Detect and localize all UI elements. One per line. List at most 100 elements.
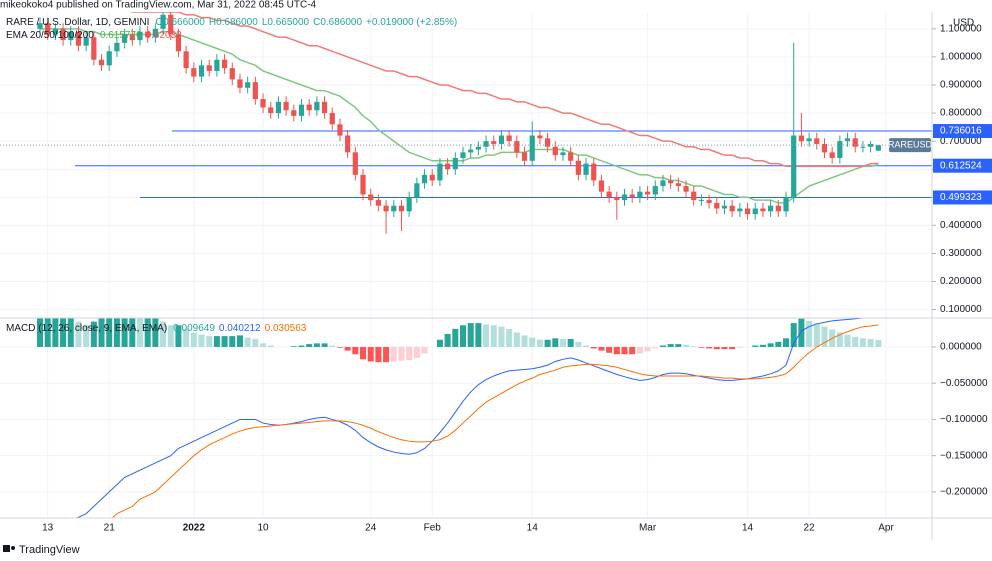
price-legend: RARE / U.S. Dollar, 1D, GEMINI O0.666000 H…	[6, 17, 457, 28]
candle-body	[375, 200, 381, 206]
histogram-bar	[298, 345, 305, 347]
candle-body	[821, 143, 828, 153]
histogram-bar	[452, 328, 459, 347]
candle-body	[514, 141, 520, 153]
candle-body	[391, 205, 397, 212]
candle-body	[652, 186, 658, 195]
histogram-bar	[790, 323, 797, 347]
candle-body	[791, 135, 797, 198]
histogram-bar	[721, 346, 728, 350]
candle-body	[675, 183, 681, 187]
candle-body	[114, 42, 120, 52]
candle-body	[552, 146, 558, 156]
macd-line	[111, 324, 879, 518]
histogram-bar	[598, 346, 605, 351]
candle-body	[429, 174, 435, 181]
symbol-title: RARE / U.S. Dollar, 1D, GEMINI	[6, 17, 149, 28]
histogram-bar	[206, 336, 213, 347]
histogram-bar	[44, 318, 51, 347]
histogram-bar	[244, 337, 251, 347]
candle-body	[221, 59, 228, 69]
histogram-bar	[552, 338, 559, 347]
macd-legend: MACD (12, 26, close, 9, EMA, EMA) 0.00964…	[6, 323, 307, 334]
histogram-bar	[736, 346, 743, 348]
histogram-bar	[629, 346, 636, 355]
candle-body	[298, 104, 305, 116]
candle-body	[629, 194, 635, 198]
candle-body	[875, 145, 881, 151]
histogram-bar	[252, 339, 259, 347]
symbol-tag-bg	[889, 138, 931, 153]
axes: 0.1000000.2000000.3000000.4000000.500000…	[42, 23, 992, 534]
candle-body	[122, 34, 128, 43]
x-tick-label: 13	[42, 523, 54, 534]
histogram-bar	[529, 337, 536, 347]
histogram-bar	[98, 318, 105, 347]
histogram-bar	[559, 339, 566, 347]
candle-body	[606, 191, 612, 198]
candle-body	[137, 31, 143, 41]
y-tick-label: −0.050000	[940, 378, 988, 389]
histogram-bar	[521, 335, 528, 347]
candle-body	[75, 31, 82, 46]
candle-body	[321, 101, 328, 114]
histogram-bar	[213, 336, 220, 347]
candle-body	[706, 200, 712, 203]
candle-body	[60, 28, 66, 41]
ema-title: EMA 20/50/100/200	[6, 30, 94, 41]
candle-body	[660, 180, 666, 187]
candle-body	[160, 14, 166, 29]
candle-body	[506, 135, 512, 142]
candle-body	[37, 23, 43, 29]
histogram-bar	[859, 338, 866, 347]
x-tick-label: Mar	[639, 523, 657, 534]
histogram-bar	[306, 344, 313, 347]
candle-body	[529, 135, 535, 161]
candle-body	[52, 28, 58, 35]
histogram-bar	[313, 343, 320, 347]
y-tick-label: −0.150000	[940, 450, 988, 461]
candle-body	[91, 37, 97, 60]
histogram-bar	[221, 336, 228, 347]
candle-body	[83, 37, 89, 46]
candle-body	[568, 152, 574, 161]
candle-body	[545, 138, 551, 147]
candle-body	[406, 197, 412, 212]
macd-title: MACD (12, 26, close, 9, EMA, EMA)	[6, 323, 167, 334]
candle-body	[414, 183, 420, 198]
high: H0.686000	[209, 17, 258, 28]
x-tick-label: 24	[365, 523, 377, 534]
candle-body	[237, 79, 243, 88]
histogram-bar	[421, 346, 428, 354]
candle-body	[268, 107, 274, 114]
candle-body	[175, 34, 182, 52]
price-pane	[0, 12, 932, 234]
histogram-bar	[383, 346, 390, 363]
histogram-bar	[236, 335, 243, 347]
candle-body	[45, 23, 51, 35]
y-tick-label: −0.200000	[940, 487, 988, 498]
candle-body	[483, 141, 489, 147]
histogram-bar	[690, 346, 697, 347]
histogram-bar	[83, 325, 90, 347]
histogram-bar	[575, 341, 582, 347]
histogram-bar	[544, 339, 551, 347]
histogram-bar	[360, 346, 367, 360]
histogram-bar	[513, 332, 520, 347]
histogram-bar	[90, 321, 97, 347]
candle-body	[775, 205, 781, 212]
histogram-bar	[344, 346, 351, 351]
level-tag	[933, 124, 992, 139]
candle-body	[537, 135, 543, 139]
candle-body	[860, 146, 866, 148]
candle-body	[560, 152, 566, 156]
histogram-bar	[798, 318, 805, 347]
candle-body	[852, 138, 858, 147]
candle-body	[521, 152, 528, 161]
macd-value: 0.040212	[219, 323, 261, 334]
x-tick-label: 21	[104, 523, 116, 534]
candle-body	[783, 197, 789, 212]
hist-value: 0.009649	[173, 323, 215, 334]
candle-body	[106, 51, 112, 66]
y-axis-unit: USD	[953, 18, 974, 29]
